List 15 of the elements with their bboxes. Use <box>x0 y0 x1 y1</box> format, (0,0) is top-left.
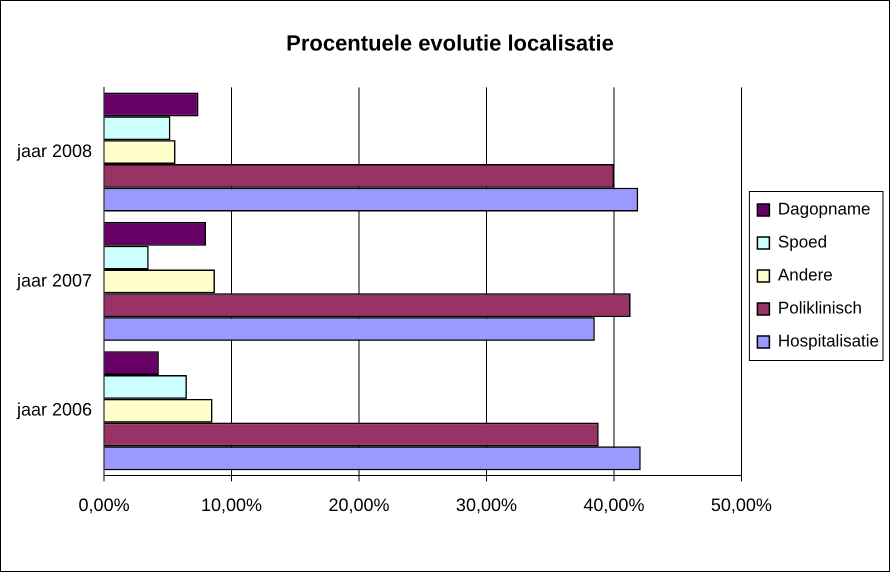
x-tick-label: 0,00% <box>78 495 130 516</box>
legend-label: Dagopname <box>778 200 871 219</box>
x-tick-label: 10,00% <box>200 495 262 516</box>
legend-label: Spoed <box>778 232 828 252</box>
y-tick-label: jaar 2006 <box>16 400 92 420</box>
x-tick-label: 40,00% <box>583 495 644 516</box>
chart-title: Procentuele evolutie localisatie <box>286 30 614 56</box>
y-tick-label: jaar 2008 <box>16 141 92 162</box>
legend-label: Andere <box>778 266 833 285</box>
x-tick-label: 50,00% <box>710 495 772 516</box>
legend-label: Hospitalisatie <box>778 332 880 351</box>
x-tick-label: 30,00% <box>456 495 517 516</box>
y-tick-label: jaar 2007 <box>16 270 92 290</box>
x-tick-label: 20,00% <box>328 495 390 516</box>
legend-label: Poliklinisch <box>778 298 862 318</box>
